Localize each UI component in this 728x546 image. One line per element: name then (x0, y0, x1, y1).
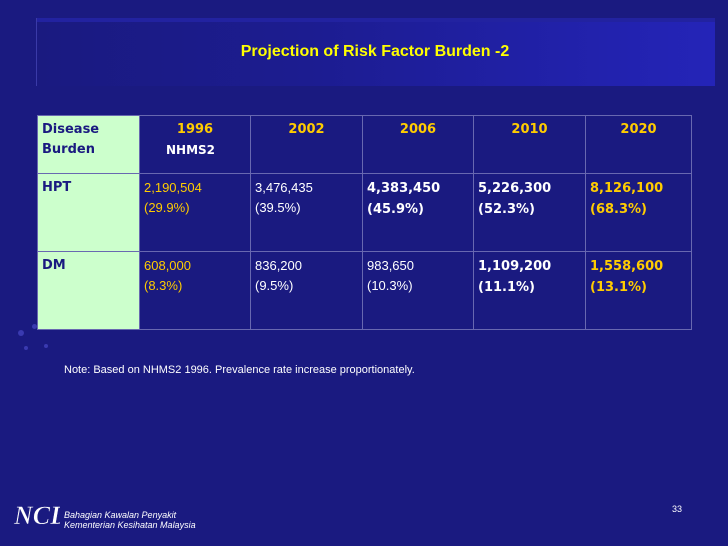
cell-pct: (39.5%) (255, 200, 301, 215)
cell-value: 836,200 (255, 258, 302, 273)
cell-pct: (29.9%) (144, 200, 190, 215)
dot (44, 344, 48, 348)
row-label-hpt: HPT (37, 173, 140, 252)
table-cell: 1,558,600 (13.1%) (585, 251, 692, 330)
header-year: 2010 (473, 115, 586, 174)
dot (32, 324, 37, 329)
dot (24, 346, 28, 350)
cell-value: 3,476,435 (255, 180, 313, 195)
cell-pct: (8.3%) (144, 278, 183, 293)
year-1996: 1996 (176, 122, 214, 137)
organization-name: Bahagian Kawalan Penyakit Kementerian Ke… (64, 510, 196, 530)
header-row: Disease Burden 1996 NHMS2 2002 2006 2010… (37, 115, 692, 174)
table-cell: 8,126,100 (68.3%) (585, 173, 692, 252)
ncd-logo: NCD (13, 501, 60, 530)
header-line1: Disease (42, 122, 100, 137)
cell-pct: (68.3%) (590, 202, 647, 217)
footnote: Note: Based on NHMS2 1996. Prevalence ra… (64, 364, 415, 376)
cell-pct: (13.1%) (590, 280, 647, 295)
cell-value: 8,126,100 (590, 181, 664, 196)
year-2002: 2002 (288, 122, 325, 137)
dot (18, 330, 24, 336)
table-row: HPT 2,190,504 (29.9%) 3,476,435 (39.5%) 4,… (37, 173, 692, 252)
table-cell: 1,109,200 (11.1%) (473, 251, 586, 330)
cell-value: 608,000 (144, 258, 191, 273)
cell-pct: (10.3%) (367, 278, 413, 293)
year-1996-sub: NHMS2 (166, 143, 216, 157)
cell-value: 4,383,450 (367, 181, 441, 196)
header-year: 1996 NHMS2 (139, 115, 251, 174)
table-cell: 836,200 (9.5%) (250, 251, 363, 330)
cell-pct: (52.3%) (478, 202, 535, 217)
title-bar (36, 18, 715, 86)
header-year: 2006 (362, 115, 474, 174)
cell-value: 2,190,504 (144, 180, 202, 195)
logo-text: NCD (13, 501, 60, 530)
table-cell: 608,000 (8.3%) (139, 251, 251, 330)
org-line2: Kementerian Kesihatan Malaysia (64, 520, 196, 530)
cell-value: 1,109,200 (478, 259, 552, 274)
burden-table: Disease Burden 1996 NHMS2 2002 2006 2010… (37, 115, 692, 330)
page-number: 33 (672, 504, 683, 514)
cell-pct: (45.9%) (367, 202, 424, 217)
table-cell: 983,650 (10.3%) (362, 251, 474, 330)
header-disease-burden: Disease Burden (37, 115, 140, 174)
cell-value: 1,558,600 (590, 259, 664, 274)
cell-pct: (9.5%) (255, 278, 294, 293)
cell-value: 983,650 (367, 258, 414, 273)
table-cell: 3,476,435 (39.5%) (250, 173, 363, 252)
year-2006: 2006 (399, 122, 437, 137)
table-cell: 5,226,300 (52.3%) (473, 173, 586, 252)
table-row: DM 608,000 (8.3%) 836,200 (9.5%) 983,650 (1… (37, 251, 692, 330)
title-bar-top (37, 18, 715, 22)
cell-value: 5,226,300 (478, 181, 552, 196)
slide-title: Projection of Risk Factor Burden -2 (240, 43, 510, 60)
table-cell: 4,383,450 (45.9%) (362, 173, 474, 252)
year-2010: 2010 (511, 122, 548, 137)
year-2020: 2020 (620, 122, 657, 137)
org-line1: Bahagian Kawalan Penyakit (64, 510, 177, 520)
header-line2: Burden (42, 142, 95, 157)
row-label-dm: DM (37, 251, 140, 330)
header-year: 2020 (585, 115, 692, 174)
table-cell: 2,190,504 (29.9%) (139, 173, 251, 252)
cell-pct: (11.1%) (478, 280, 535, 295)
header-year: 2002 (250, 115, 363, 174)
